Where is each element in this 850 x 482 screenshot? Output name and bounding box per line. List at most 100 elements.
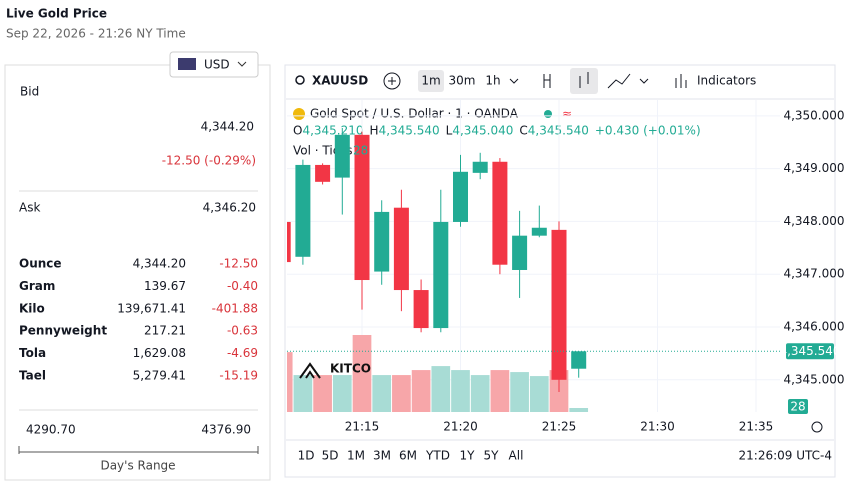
range-button[interactable]: 6M [399,449,417,463]
candle-body [295,164,311,257]
ohlc-label: O [293,124,302,138]
ohlc-value: 4,345.540 [379,124,440,138]
range-button[interactable]: 5D [322,449,339,463]
unit-name: Ounce [19,257,62,271]
x-tick-label: 21:20 [443,420,478,434]
candle-body [334,134,350,178]
candle-body [571,351,587,369]
candle-body [492,161,508,265]
chart-panel [284,64,836,478]
settings-icon[interactable] [811,421,823,433]
indicators[interactable]: Indicators [697,74,756,88]
volume-tag-label: 28 [790,400,805,414]
y-tick-label: 4,348.000 [783,214,844,228]
unit-price: 139.67 [144,279,186,293]
unit-name: Kilo [19,301,45,315]
unit-change: -0.40 [227,279,258,293]
candle-body [374,211,390,272]
candle-body [551,229,567,380]
ohlc-change: +0.430 (+0.01%) [595,124,701,138]
unit-name: Gram [19,279,55,293]
chevron [237,61,247,67]
price-tag-label: 4,345.540 [779,344,840,358]
candle-icon [579,72,589,88]
interval[interactable]: 1m [421,74,440,88]
active-interval [418,70,444,92]
unit-name: Tael [19,369,46,383]
range-button[interactable]: 1M [347,449,365,463]
unit-change: -15.19 [219,369,258,383]
volume-bar [529,376,549,412]
range-button[interactable]: YTD [425,449,450,463]
candle-body [287,221,291,263]
volume-bar [372,375,392,412]
interval[interactable]: 1h [485,74,500,88]
y-tick-label: 4,345.000 [783,372,844,386]
volume-bar [470,375,490,412]
plot: KITCO [287,100,780,412]
x-tick-label: 21:25 [542,420,577,434]
market-open [544,110,552,118]
volume-bar [332,375,352,412]
plus [388,77,396,85]
range-label: Day's Range [100,459,175,473]
range-button[interactable]: 3M [373,449,391,463]
indicators-icon[interactable] [675,74,687,88]
volume-bar [490,370,510,412]
ohlc-value: 4,345.040 [452,124,513,138]
bid: 4,344.20 [201,120,254,134]
symbol[interactable]: XAUUSD [312,74,368,88]
area-icon[interactable] [607,73,631,89]
range-bar [18,446,259,454]
chevron [509,78,649,84]
volume-bar [451,370,470,412]
volume-tag [788,399,808,414]
volume-bar [392,375,411,412]
price-tag [786,343,834,360]
candle-body [472,161,488,173]
candle-body [512,235,528,270]
candle-icon-bg[interactable] [570,68,598,94]
y-tick-label: 4,346.000 [783,320,844,334]
ohlc-value: 4,345.540 [528,124,589,138]
subtitle: Sep 22, 2026 - 21:26 NY Time [6,27,186,41]
search-icon[interactable] [295,75,305,85]
bar-style-icon[interactable] [543,74,551,88]
unit-name: Tola [19,346,46,360]
bid-label: Bid [20,85,39,99]
x-tick-label: 21:30 [640,420,675,434]
candle-body [433,221,449,329]
unit-price: 1,629.08 [133,346,186,360]
volume-bar [569,408,589,412]
candle-body [453,171,468,222]
unit-change: -401.88 [212,301,258,315]
title: Live Gold Price [6,7,107,21]
unit-change: -12.50 [219,257,258,271]
ask-label: Ask [19,201,40,215]
unit-price: 4,344.20 [133,257,186,271]
volume-legend-value: 28 [353,144,368,158]
range-button[interactable]: 1D [298,449,315,463]
x-tick-label: 21:15 [345,420,380,434]
unit-change: -4.69 [227,346,258,360]
volume-bar [313,375,332,412]
range-button[interactable]: All [509,449,524,463]
y-tick-label: 4,350.000 [783,108,844,122]
unit-change: -0.63 [227,324,258,338]
candle-body [354,134,370,281]
compare-button[interactable] [383,72,401,90]
currency: USD [204,58,230,72]
range-low: 4290.70 [26,423,76,437]
range-button[interactable]: 1Y [460,449,476,463]
ask: 4,346.20 [203,201,256,215]
ohlc-label: C [519,124,527,138]
unit-price: 5,279.41 [133,369,186,383]
unit-name: Pennyweight [19,324,107,338]
range-button[interactable]: 5Y [484,449,500,463]
ohlc-label: H [370,124,379,138]
interval[interactable]: 30m [449,74,476,88]
y-tick-label: 4,347.000 [783,267,844,281]
change: -12.50 (-0.29%) [162,154,256,168]
ohlc-label: L [446,124,453,138]
ohlc-value: 4,345.210 [302,124,363,138]
